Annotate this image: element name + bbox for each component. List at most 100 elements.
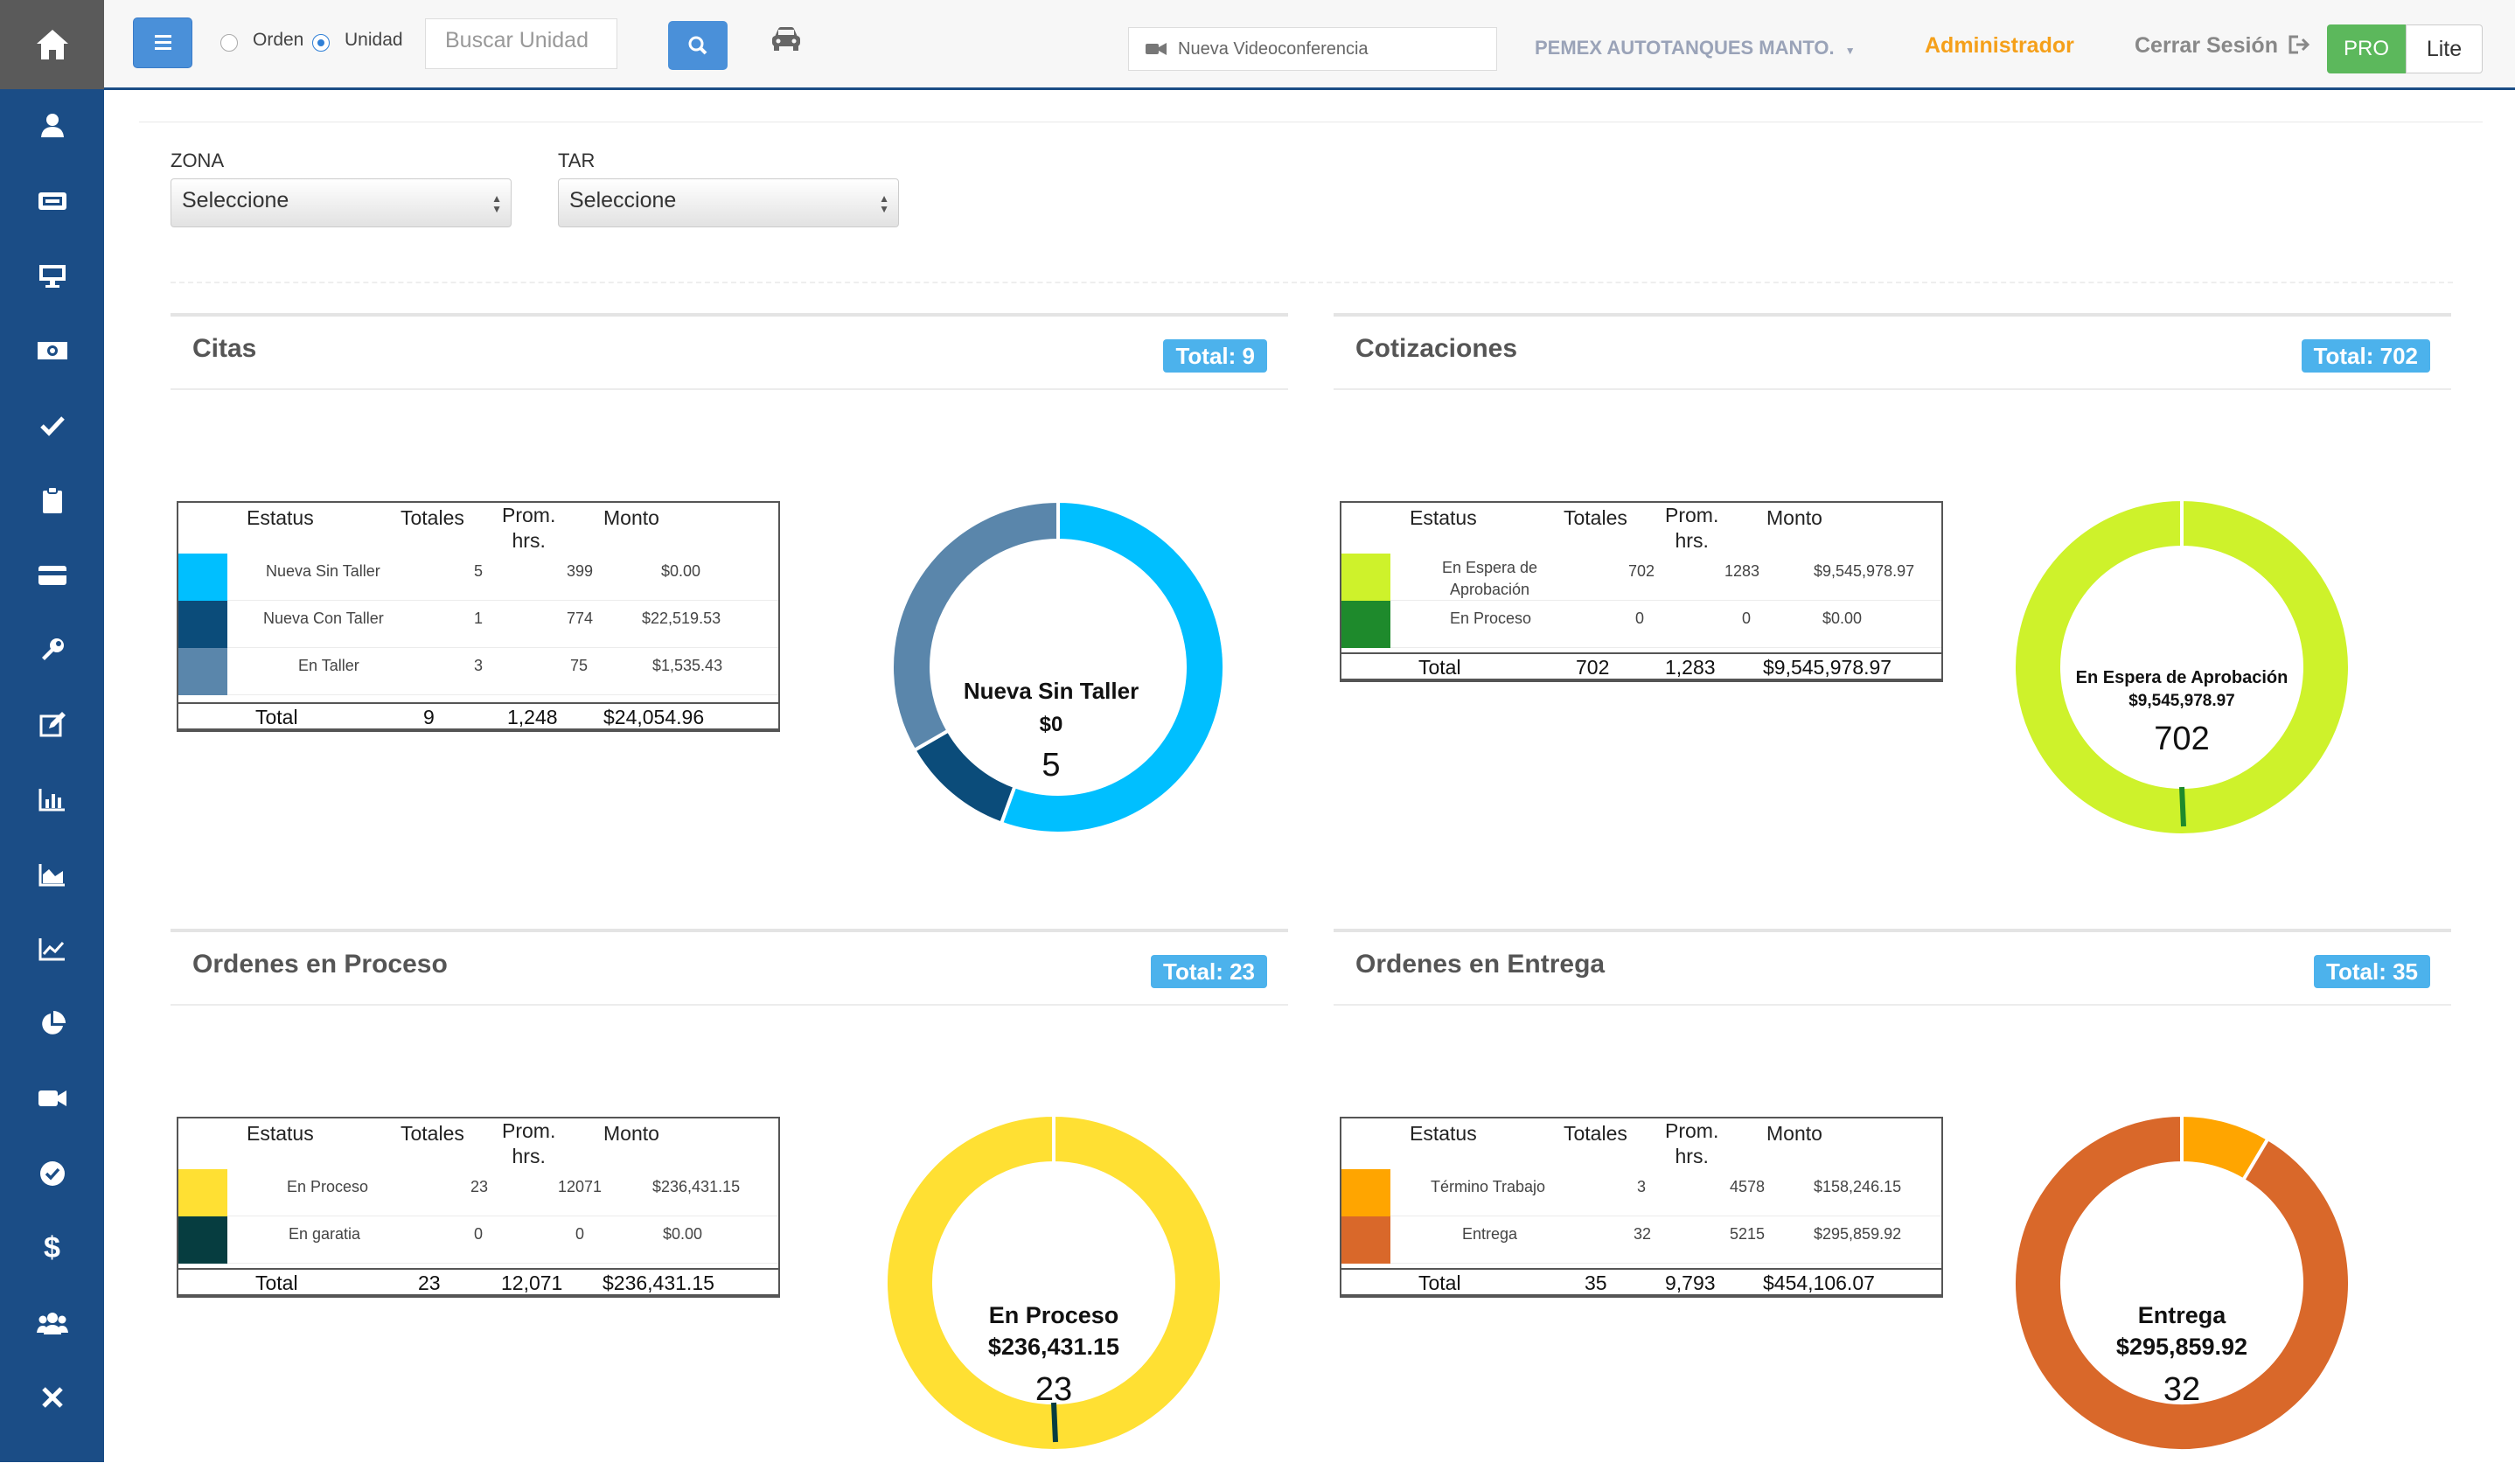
total-label: Total (255, 1272, 298, 1294)
line-chart-icon[interactable] (0, 923, 104, 975)
cell-totales: 0 (474, 1225, 484, 1243)
admin-link[interactable]: Administrador (1925, 33, 2074, 58)
col-header-totales: Totales (401, 506, 464, 529)
car-icon[interactable] (769, 24, 804, 59)
donut-slice-en-taller[interactable] (890, 498, 1060, 753)
donut-slice-en-garatia[interactable] (1051, 1402, 1058, 1443)
zona-select[interactable]: Seleccione ▲ ▼ (171, 178, 512, 227)
status-table-proceso: Estatus Totales Prom. hrs. Monto En Proce… (177, 1117, 780, 1298)
menu-toggle-button[interactable] (133, 17, 192, 68)
panel-header-citas: Citas Total: 9 (171, 313, 1288, 390)
donut-center-count: 32 (2163, 1371, 2200, 1408)
total-totales: 702 (1576, 656, 1610, 679)
pie-chart-icon[interactable] (0, 998, 104, 1050)
search-input[interactable]: Buscar Unidad (425, 18, 617, 69)
col-header-monto: Monto (1766, 506, 1822, 529)
col-header-totales: Totales (1564, 1122, 1627, 1145)
tar-select[interactable]: Seleccione ▲ ▼ (558, 178, 899, 227)
col-header-totales: Totales (401, 1122, 464, 1145)
check-circle-icon[interactable] (0, 1147, 104, 1200)
cell-monto: $22,519.53 (642, 610, 721, 627)
search-button[interactable] (668, 21, 728, 70)
total-badge: Total: 35 (2314, 955, 2430, 988)
cell-monto: $1,535.43 (652, 657, 723, 674)
sign-out-icon (2289, 35, 2310, 54)
table-row: En Taller 3 75 $1,535.43 (178, 648, 778, 695)
col-header-estatus: Estatus (247, 1122, 314, 1145)
donut-slice-en-proceso[interactable] (2179, 786, 2186, 827)
radio-unidad[interactable] (312, 34, 330, 52)
dashed-separator (171, 282, 2453, 283)
total-monto: $9,545,978.97 (1763, 656, 1892, 679)
donut-center (2069, 1170, 2295, 1396)
id-card-icon[interactable] (0, 175, 104, 227)
zona-label: ZONA (171, 150, 225, 171)
logout-label: Cerrar Sesión (2135, 33, 2278, 58)
home-icon[interactable] (0, 0, 104, 89)
bar-chart-icon[interactable] (0, 773, 104, 826)
videoconference-button[interactable]: Nueva Videoconferencia (1128, 27, 1497, 71)
videoconference-label: Nueva Videoconferencia (1178, 38, 1369, 59)
cell-status: Nueva Con Taller (263, 610, 384, 627)
col-header-totales: Totales (1564, 506, 1627, 529)
donut-center-count: 5 (1042, 747, 1060, 784)
total-badge: Total: 23 (1151, 955, 1267, 988)
area-chart-icon[interactable] (0, 848, 104, 901)
cell-totales: 3 (1637, 1178, 1647, 1195)
legend-swatch (1341, 601, 1390, 648)
donut-center-label: Nueva Sin Taller (964, 678, 1139, 704)
select-arrows-icon: ▲ ▼ (879, 192, 889, 215)
legend-swatch (178, 1216, 227, 1264)
users-icon[interactable] (0, 1297, 104, 1349)
col-header-prom: Prom. hrs. (502, 1119, 556, 1167)
panel-title: Ordenes en Proceso (192, 950, 448, 979)
table-total-row: Total 702 1,283 $9,545,978.97 (1340, 652, 1943, 680)
donut-center-label: Entrega (2138, 1302, 2227, 1328)
total-monto: $454,106.07 (1763, 1272, 1875, 1294)
col-header-prom: Prom. hrs. (1665, 504, 1719, 552)
cell-prom: 774 (567, 610, 594, 627)
logout-link[interactable]: Cerrar Sesión (2135, 33, 2312, 59)
table-row: En Espera de Aprobación 702 1283 $9,545,9… (1341, 554, 1941, 601)
donut-slice-entrega[interactable] (2012, 1112, 2351, 1453)
donut-slice-nueva-sin-taller[interactable] (999, 498, 1226, 835)
user-icon[interactable] (0, 99, 104, 151)
cell-status: En Proceso (1450, 610, 1532, 627)
total-badge: Total: 9 (1163, 339, 1267, 373)
check-icon[interactable] (0, 400, 104, 452)
clipboard-icon[interactable] (0, 474, 104, 526)
pro-toggle-button[interactable]: PRO (2327, 24, 2406, 73)
total-label: Total (1418, 656, 1461, 679)
cell-prom: 0 (1742, 610, 1752, 627)
status-table-citas: Estatus Totales Prom. hrs. Monto Nueva Si… (177, 501, 780, 732)
money-icon[interactable] (0, 324, 104, 377)
radio-orden[interactable] (220, 34, 238, 52)
cell-prom: 4578 (1730, 1178, 1766, 1195)
table-row: Nueva Sin Taller 5 399 $0.00 (178, 554, 778, 601)
company-dropdown[interactable]: PEMEX AUTOTANQUES MANTO. ▼ (1535, 37, 1856, 59)
sidebar: $ (0, 0, 104, 1462)
lite-toggle-button[interactable]: Lite (2406, 24, 2483, 73)
edit-icon[interactable] (0, 699, 104, 751)
cell-status: Término Trabajo (1431, 1178, 1546, 1195)
dollar-icon[interactable]: $ (44, 1230, 60, 1265)
display-icon[interactable] (0, 250, 104, 303)
cell-prom: 5215 (1730, 1225, 1766, 1243)
total-monto: $24,054.96 (603, 706, 705, 728)
credit-card-icon[interactable] (0, 549, 104, 602)
col-header-prom: Prom. hrs. (1665, 1119, 1719, 1167)
video-camera-icon (1146, 43, 1167, 55)
cell-prom: 0 (575, 1225, 585, 1243)
cell-monto: $158,246.15 (1814, 1178, 1902, 1195)
donut-slice-en-espera-de-aprobación[interactable] (2012, 497, 2351, 837)
donut-slice-en-proceso[interactable] (884, 1112, 1223, 1453)
donut-center-amount: $236,431.15 (988, 1334, 1119, 1360)
cell-totales: 702 (1628, 562, 1655, 580)
wrench-icon[interactable] (0, 624, 104, 676)
table-row: Nueva Con Taller 1 774 $22,519.53 (178, 601, 778, 648)
status-table-entrega: Estatus Totales Prom. hrs. Monto Término … (1340, 1117, 1943, 1298)
tar-select-value: Seleccione (569, 188, 677, 212)
cell-status: En garatia (289, 1225, 361, 1243)
video-icon[interactable] (0, 1072, 104, 1125)
close-icon[interactable] (0, 1371, 104, 1424)
